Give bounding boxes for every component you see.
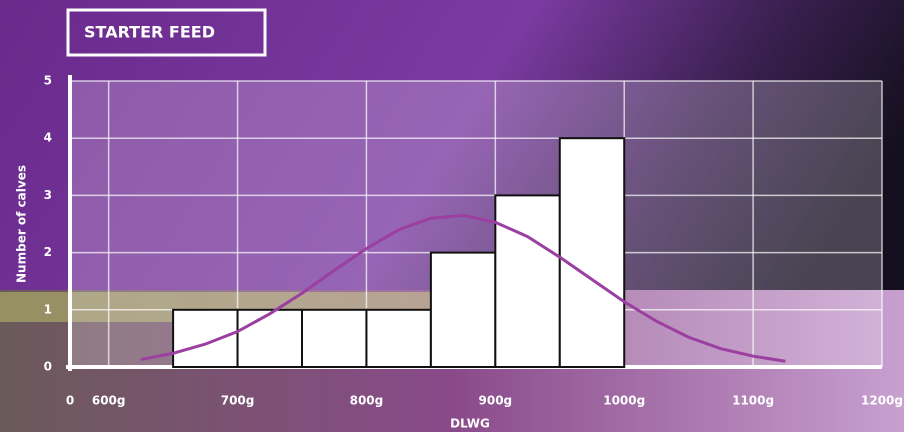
y-tick-label: 0 — [44, 360, 52, 374]
y-axis-label: Number of calves — [15, 165, 29, 283]
x-tick-label: 1000g — [603, 394, 645, 408]
bar — [301, 308, 368, 368]
bar — [494, 194, 561, 368]
y-tick-label: 3 — [44, 188, 52, 202]
bar — [558, 137, 626, 368]
chart-title: STARTER FEED — [84, 23, 215, 42]
y-tick-label: 5 — [44, 74, 52, 88]
x-tick-label: 600g — [92, 394, 126, 408]
x-origin-label: 0 — [66, 394, 74, 408]
normal-curve — [140, 213, 786, 363]
y-tick-label: 1 — [44, 302, 52, 316]
y-tick-label: 2 — [44, 245, 52, 259]
x-axis-label: DLWG — [450, 417, 490, 431]
y-tick-label: 4 — [44, 131, 52, 145]
x-tick-label: 1100g — [732, 394, 774, 408]
x-tick-label: 900g — [479, 394, 513, 408]
plot: 0 1 2 3 4 5 600g 700g 800g 900g 1000g 1100g 1200g — [44, 74, 903, 408]
x-tick-label: 800g — [350, 394, 384, 408]
bar — [236, 308, 303, 368]
bar — [365, 308, 432, 368]
bar — [172, 308, 239, 368]
x-tick-label: 700g — [221, 394, 255, 408]
bar — [429, 251, 497, 369]
x-tick-label: 1200g — [861, 394, 903, 408]
title-box — [66, 8, 267, 57]
